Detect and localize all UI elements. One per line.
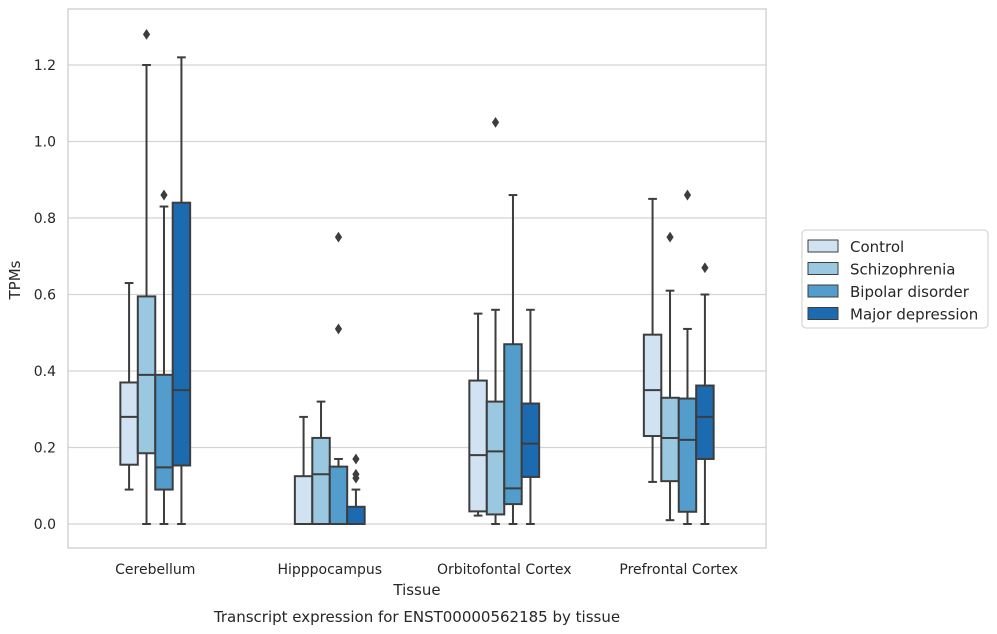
- legend-label: Schizophrenia: [850, 261, 955, 279]
- legend-frame: [801, 229, 989, 329]
- legend-label: Major depression: [850, 306, 978, 324]
- y-tick-label: 0.4: [34, 364, 56, 380]
- outlier-point: [352, 453, 360, 465]
- x-tick-label: Orbitofontal Cortex: [437, 562, 572, 578]
- y-axis-ticks: 0.0 0.2 0.4 0.6 0.8 1.0 1.2: [34, 58, 56, 533]
- x-axis-label: Tissue: [392, 581, 440, 599]
- outlier-point: [666, 231, 674, 243]
- outlier-point: [491, 116, 500, 128]
- box: [293, 475, 314, 525]
- box: [154, 373, 174, 491]
- y-tick-label: 0.8: [34, 211, 56, 227]
- outlier-point: [334, 323, 343, 335]
- x-tick-label: Hipppocampus: [277, 562, 382, 578]
- y-tick-label: 1.2: [34, 58, 56, 74]
- outlier-point: [683, 189, 692, 201]
- legend-label: Bipolar disorder: [850, 283, 970, 301]
- legend-swatch: [807, 307, 839, 320]
- legend-swatch: [807, 262, 839, 275]
- plot-area-frame: [67, 8, 767, 549]
- chart-caption: Transcript expression for ENST0000056218…: [213, 608, 620, 626]
- box: [311, 436, 331, 525]
- box: [346, 505, 366, 526]
- outlier-point: [701, 262, 709, 274]
- x-axis-ticks: Cerebellum Hipppocampus Orbitofontal Corte…: [115, 562, 738, 578]
- box: [695, 384, 715, 460]
- legend-label: Control: [850, 238, 904, 256]
- y-tick-label: 1.0: [34, 135, 56, 151]
- box: [660, 396, 680, 483]
- y-tick-label: 0.6: [34, 288, 56, 304]
- box: [485, 400, 506, 516]
- outlier-point: [352, 468, 360, 480]
- box: [520, 402, 541, 478]
- box: [468, 379, 488, 513]
- box: [119, 381, 139, 466]
- legend-swatch: [807, 239, 839, 253]
- outlier-point: [160, 189, 168, 201]
- box: [503, 343, 523, 506]
- y-tick-label: 0.0: [34, 517, 56, 533]
- box: [642, 333, 663, 438]
- x-tick-label: Cerebellum: [115, 562, 195, 578]
- box: [171, 201, 192, 467]
- legend-swatch: [807, 284, 839, 298]
- box: [677, 397, 698, 513]
- box-series: [119, 29, 715, 526]
- outlier-point: [334, 231, 343, 243]
- legend: Control Schizophrenia Bipolar disorder Majo…: [801, 229, 989, 329]
- box: [328, 465, 349, 525]
- x-tick-label: Prefrontal Cortex: [619, 562, 738, 578]
- y-tick-label: 0.2: [34, 441, 56, 457]
- y-axis-label: TPMs: [6, 260, 24, 300]
- outlier-point: [142, 29, 151, 40]
